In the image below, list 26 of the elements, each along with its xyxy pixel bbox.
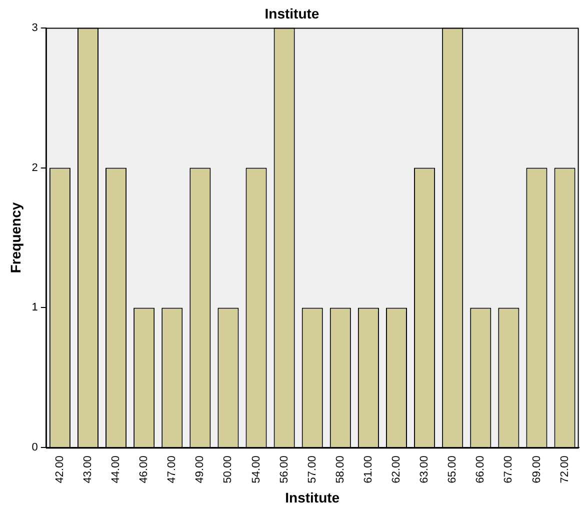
x-tick-label: 58.00 — [334, 456, 346, 484]
x-axis-title: Institute — [285, 489, 340, 506]
y-tick-label: 3 — [32, 22, 38, 34]
x-tick-label: 67.00 — [502, 456, 515, 484]
x-tick-label: 46.00 — [138, 456, 150, 484]
x-tick-label: 50.00 — [222, 456, 234, 484]
x-tick-label: 72.00 — [558, 456, 571, 484]
y-tick-label: 0 — [32, 442, 38, 454]
x-tick-label: 54.00 — [250, 456, 262, 484]
x-tick-label: 43.00 — [82, 456, 94, 484]
x-tick-label: 49.00 — [194, 456, 206, 484]
chart-title: Institute — [264, 5, 320, 22]
x-tick-label: 56.00 — [278, 456, 290, 484]
x-tick-label: 62.00 — [390, 456, 403, 484]
x-tick-label: 66.00 — [474, 456, 487, 484]
x-tick-label: 47.00 — [166, 456, 178, 484]
y-axis-title: Frequency — [7, 202, 24, 274]
x-tick-label: 42.00 — [54, 456, 66, 484]
y-tick-label: 2 — [32, 162, 38, 174]
y-tick-label: 1 — [32, 302, 38, 314]
x-tick-label: 63.00 — [418, 456, 431, 484]
x-tick-label: 44.00 — [110, 456, 122, 484]
x-tick-label: 61.00 — [362, 456, 374, 484]
x-tick-label: 65.00 — [446, 456, 459, 484]
x-tick-label: 69.00 — [530, 456, 543, 484]
x-tick-label: 57.00 — [306, 456, 318, 484]
